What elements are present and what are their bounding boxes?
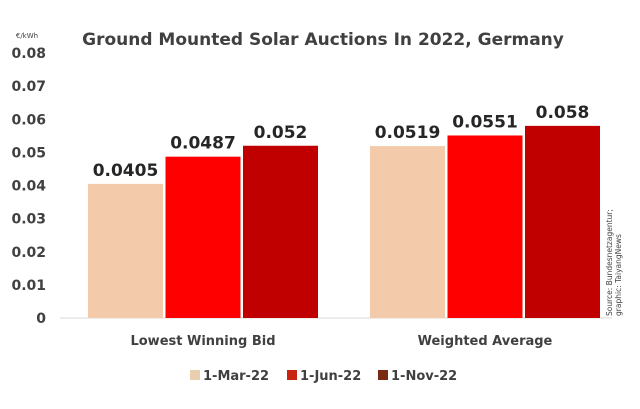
bar-1-Jun-22-lowest-winning-bid: [165, 156, 241, 318]
y-tick-label: 0: [36, 311, 46, 327]
legend-swatch: [378, 370, 388, 380]
y-tick-label: 0.03: [11, 212, 46, 228]
y-tick-label: 0.02: [11, 245, 46, 261]
source-note-line-1: Source: Bundesnetzagentur;: [605, 209, 614, 316]
y-tick-label: 0.01: [11, 278, 46, 294]
data-label: 0.0487: [170, 134, 236, 154]
y-axis: 0 0.01 0.02 0.03 0.04 0.05 0.06 0.07 0.08: [11, 46, 46, 327]
bar-1-Jun-22-weighted-average: [447, 135, 523, 318]
data-label: 0.0551: [452, 112, 518, 132]
bar-1-Nov-22-weighted-average: [525, 125, 600, 318]
legend-label: 1-Nov-22: [391, 369, 457, 384]
bar-1-Mar-22-lowest-winning-bid: [88, 183, 163, 318]
data-labels: 0.0405 0.0487 0.052 0.0519 0.0551 0.058: [93, 103, 590, 181]
data-label: 0.052: [254, 123, 308, 143]
bars: [88, 125, 600, 318]
bar-1-Mar-22-weighted-average: [370, 146, 445, 318]
y-tick-label: 0.05: [11, 145, 46, 161]
x-category-label: Weighted Average: [418, 334, 553, 349]
data-label: 0.0519: [375, 123, 441, 143]
x-axis-categories: Lowest Winning Bid Weighted Average: [130, 334, 552, 349]
y-tick-label: 0.04: [11, 179, 46, 195]
data-label: 0.058: [536, 103, 590, 123]
legend-label: 1-Jun-22: [300, 369, 361, 384]
x-category-label: Lowest Winning Bid: [130, 334, 275, 349]
legend: 1-Mar-22 1-Jun-22 1-Nov-22: [190, 369, 457, 384]
legend-swatch: [190, 370, 200, 380]
y-axis-unit-label: €/kWh: [16, 32, 38, 40]
source-note-line-2: graphic: TaiyangNews: [614, 234, 623, 316]
bar-1-Nov-22-lowest-winning-bid: [243, 145, 318, 318]
legend-label: 1-Mar-22: [203, 369, 269, 384]
y-tick-label: 0.07: [11, 79, 46, 95]
legend-swatch: [287, 370, 297, 380]
data-label: 0.0405: [93, 161, 159, 181]
y-tick-label: 0.06: [11, 112, 46, 128]
chart-title: Ground Mounted Solar Auctions In 2022, G…: [82, 30, 564, 50]
y-tick-label: 0.08: [11, 46, 46, 62]
